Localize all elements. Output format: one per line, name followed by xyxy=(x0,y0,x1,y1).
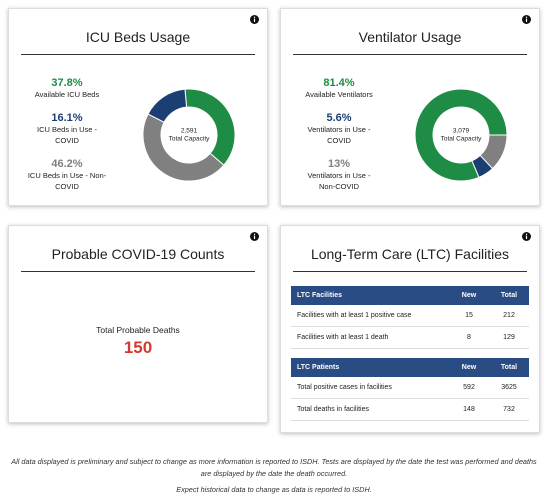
legend-value: 37.8% xyxy=(51,77,83,89)
table-header-cell: LTC Facilities xyxy=(291,286,449,305)
table-header-cell: Total xyxy=(489,286,529,305)
donut-segment xyxy=(414,88,508,182)
table-cell: 3625 xyxy=(489,377,529,399)
table-cell: 148 xyxy=(449,398,489,421)
info-icon-dot xyxy=(525,233,528,235)
table-row: Total deaths in facilities 148 732 xyxy=(291,398,529,421)
table-header-row: LTC Facilities New Total xyxy=(291,286,529,305)
probable-card: Probable COVID-19 Counts Total Probable … xyxy=(8,225,268,423)
legend-value: 81.4% xyxy=(323,77,355,89)
info-icon-bar xyxy=(525,235,528,239)
legend-item: 46.2% ICU Beds in Use - Non-COVID xyxy=(27,158,107,192)
legend-value: 5.6% xyxy=(326,112,352,124)
legend-value: 13% xyxy=(327,158,351,170)
info-icon xyxy=(250,232,259,241)
ventilator-card: Ventilator Usage 81.4% Available Ventilato… xyxy=(280,8,540,206)
center-value: 3,079 xyxy=(453,128,470,135)
donut-segment xyxy=(147,88,188,123)
table-cell: 732 xyxy=(489,398,529,421)
legend-value: 46.2% xyxy=(51,158,83,170)
table-cell: Total positive cases in facilities xyxy=(291,377,449,399)
table-header-cell: New xyxy=(449,358,489,377)
info-icon-bar xyxy=(525,18,528,22)
info-icon xyxy=(250,15,259,24)
center-value: 2,591 xyxy=(181,128,198,135)
icu-card: ICU Beds Usage 37.8% Available ICU Beds 16.… xyxy=(8,8,268,206)
legend-item: 16.1% ICU Beds in Use - COVID xyxy=(27,112,107,146)
table-cell: Total deaths in facilities xyxy=(291,398,449,421)
table-row: Facilities with at least 1 death 8 129 xyxy=(291,326,529,349)
ltc-table: LTC Facilities New Total Facilities with at… xyxy=(291,286,529,349)
legend-item: 81.4% Available Ventilators xyxy=(305,77,372,100)
stat-value: 150 xyxy=(123,338,153,357)
table-header-cell: LTC Patients xyxy=(291,358,449,377)
info-icon-bar xyxy=(253,18,256,22)
center-label: Total Capacity xyxy=(441,136,483,143)
legend-name: ICU Beds in Use - COVID xyxy=(36,125,98,145)
legend-value: 16.1% xyxy=(51,112,83,124)
info-icon-dot xyxy=(253,233,256,235)
ltc-card: Long-Term Care (LTC) Facilities LTC Faci… xyxy=(280,225,540,433)
legend-item: 5.6% Ventilators in Use - COVID xyxy=(299,112,379,146)
info-icon xyxy=(522,232,531,241)
legend-item: 37.8% Available ICU Beds xyxy=(35,77,99,100)
table-cell: 592 xyxy=(449,377,489,399)
donut-segment xyxy=(471,154,494,178)
table-cell: 129 xyxy=(489,326,529,349)
footnotes: All data displayed is preliminary and su… xyxy=(10,456,538,500)
footnote: All data displayed is preliminary and su… xyxy=(11,457,537,478)
footnote: Expect historical data to change as data… xyxy=(176,485,372,494)
table-row: Facilities with at least 1 positive case… xyxy=(291,305,529,327)
legend-name: Available Ventilators xyxy=(305,90,373,99)
donut-segment xyxy=(142,113,225,182)
card-title: ICU Beds Usage xyxy=(21,29,255,55)
info-icon-bar xyxy=(253,235,256,239)
table-header-cell: Total xyxy=(489,358,529,377)
table-cell: 15 xyxy=(449,305,489,327)
legend-name: Available ICU Beds xyxy=(34,90,100,99)
info-icon-dot xyxy=(253,16,256,18)
ltc-table: LTC Patients New Total Total positive cases… xyxy=(291,358,529,421)
center-label: Total Capacity xyxy=(169,136,211,143)
info-icon xyxy=(522,15,531,24)
info-icon-dot xyxy=(525,16,528,18)
card-title: Long-Term Care (LTC) Facilities xyxy=(293,246,527,272)
legend-name: Ventilators in Use - COVID xyxy=(307,125,371,145)
legend-name: ICU Beds in Use - Non-COVID xyxy=(27,171,107,191)
legend: 81.4% Available Ventilators 5.6% Ventilator… xyxy=(289,77,389,204)
table-header-cell: New xyxy=(449,286,489,305)
stat-label: Total Probable Deaths xyxy=(96,325,180,335)
table-cell: Facilities with at least 1 death xyxy=(291,326,449,349)
table-cell: 212 xyxy=(489,305,529,327)
table-cell: Facilities with at least 1 positive case xyxy=(291,305,449,327)
legend-name: Ventilators in Use - Non-COVID xyxy=(307,171,371,191)
card-title: Ventilator Usage xyxy=(293,29,527,55)
table-row: Total positive cases in facilities 592 362… xyxy=(291,377,529,399)
table-cell: 8 xyxy=(449,326,489,349)
legend-item: 13% Ventilators in Use - Non-COVID xyxy=(299,158,379,192)
legend: 37.8% Available ICU Beds 16.1% ICU Beds in … xyxy=(17,77,117,204)
card-title: Probable COVID-19 Counts xyxy=(21,246,255,272)
table-header-row: LTC Patients New Total xyxy=(291,358,529,377)
